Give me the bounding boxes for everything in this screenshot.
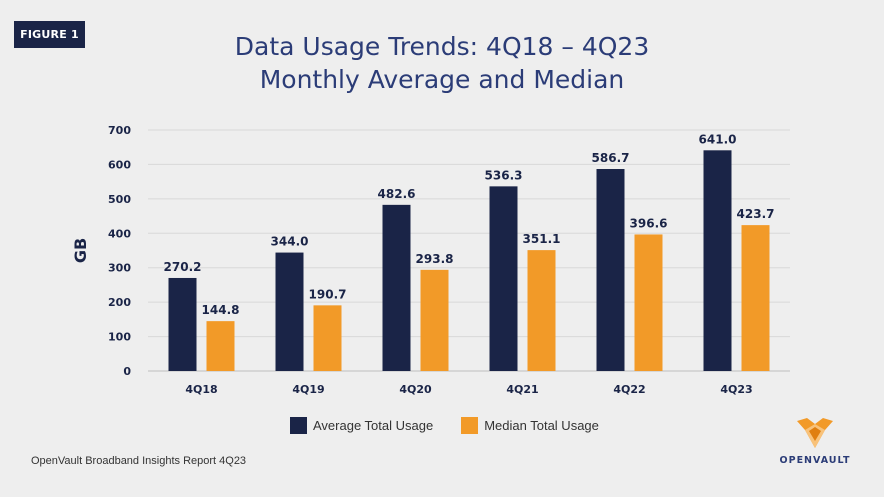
bar-average (596, 169, 625, 371)
chart-title-block: Data Usage Trends: 4Q18 – 4Q23 Monthly A… (0, 30, 884, 96)
chart-title: Data Usage Trends: 4Q18 – 4Q23 (234, 32, 650, 61)
bar-median (206, 321, 235, 371)
legend-swatch-average (290, 417, 307, 434)
legend-swatch-median (461, 417, 479, 434)
bar-median (634, 234, 663, 371)
data-label-median: 144.8 (202, 303, 240, 317)
x-tick-label: 4Q20 (399, 383, 432, 396)
chart-subtitle: Monthly Average and Median (259, 65, 625, 94)
data-label-median: 423.7 (737, 207, 775, 221)
bar-average (168, 277, 197, 371)
source-note: OpenVault Broadband Insights Report 4Q23 (31, 455, 247, 467)
data-label-average: 641.0 (699, 132, 737, 146)
x-tick-label: 4Q18 (185, 383, 217, 396)
y-tick-label: 600 (108, 158, 131, 171)
x-tick-label: 4Q22 (613, 383, 645, 396)
y-tick-label: 200 (108, 296, 131, 309)
logo-wordmark: OPENVAULT (779, 455, 851, 466)
openvault-logo-icon (797, 418, 833, 448)
legend-label-median: Median Total Usage (484, 418, 599, 433)
data-label-average: 270.2 (164, 260, 202, 274)
bar-median (527, 250, 556, 371)
bar-median (741, 225, 770, 371)
data-label-median: 190.7 (309, 287, 347, 301)
legend-item-median: Median Total Usage (461, 417, 599, 434)
y-tick-label: 400 (108, 227, 131, 240)
y-tick-label: 700 (108, 124, 131, 137)
y-tick-label: 300 (108, 262, 131, 275)
data-label-average: 536.3 (485, 168, 523, 182)
data-label-median: 293.8 (416, 252, 454, 266)
bar-average (703, 150, 732, 371)
y-tick-label: 100 (108, 331, 131, 344)
figure-label: FIGURE 1 (14, 21, 85, 48)
bar-median (420, 269, 449, 371)
data-label-median: 351.1 (523, 232, 561, 246)
y-tick-label: 500 (108, 193, 131, 206)
chart-legend: Average Total Usage Median Total Usage (290, 417, 627, 434)
bar-average (489, 186, 518, 371)
openvault-logo: OPENVAULT (770, 418, 860, 468)
legend-item-average: Average Total Usage (290, 417, 433, 434)
bar-average (275, 252, 304, 371)
y-axis-label: GB (71, 238, 90, 263)
data-label-average: 586.7 (592, 151, 630, 165)
x-tick-label: 4Q23 (720, 383, 752, 396)
x-tick-label: 4Q21 (506, 383, 538, 396)
bar-median (313, 305, 342, 371)
data-label-average: 482.6 (378, 187, 416, 201)
x-tick-label: 4Q19 (292, 383, 324, 396)
bar-chart: 0 100 200 300 400 500 600 700 GB 270.2 144.8 4Q18 34… (71, 124, 790, 396)
data-label-median: 396.6 (630, 216, 668, 230)
y-tick-label: 0 (123, 365, 131, 378)
data-label-average: 344.0 (271, 235, 309, 249)
bar-average (382, 204, 411, 371)
legend-label-average: Average Total Usage (313, 418, 434, 433)
